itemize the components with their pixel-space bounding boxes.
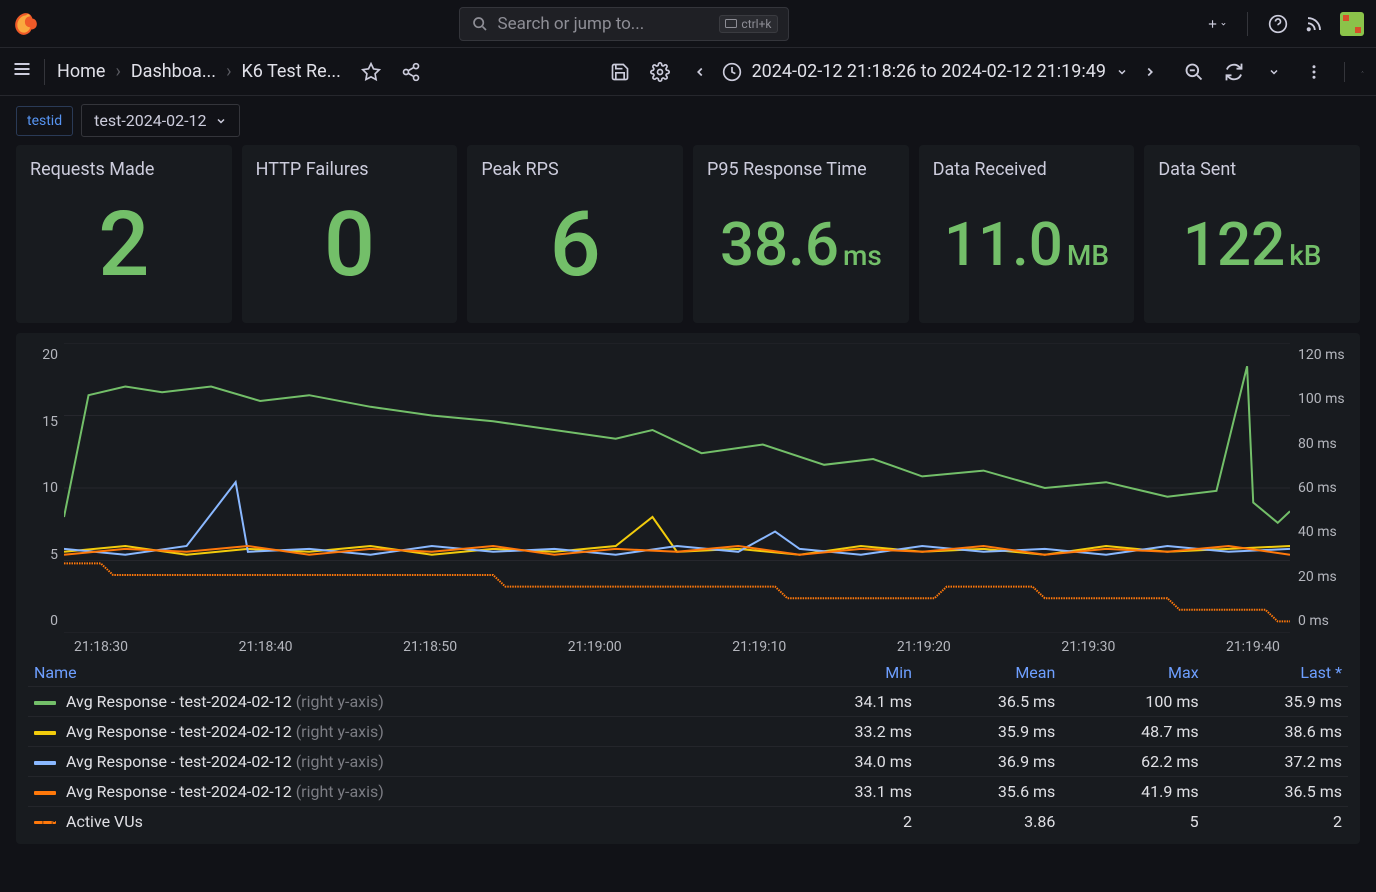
stat-panel[interactable]: Peak RPS 6	[467, 145, 683, 323]
graph-panel: 20151050 120 ms100 ms80 ms60 ms40 ms20 m…	[16, 333, 1360, 844]
stat-value: 2	[98, 192, 149, 297]
variable-label: testid	[16, 106, 73, 136]
time-next-icon[interactable]	[1140, 62, 1160, 82]
refresh-interval-icon[interactable]	[1264, 62, 1284, 82]
stat-value: 11.0	[944, 209, 1063, 280]
stat-title: Requests Made	[30, 159, 218, 180]
grafana-logo-icon[interactable]	[12, 10, 40, 38]
time-prev-icon[interactable]	[690, 62, 710, 82]
share-icon[interactable]	[401, 62, 421, 82]
legend-row[interactable]: Avg Response - test-2024-02-12 (right y-…	[28, 777, 1348, 807]
legend-header[interactable]: Last *	[1205, 659, 1348, 687]
legend-row[interactable]: Avg Response - test-2024-02-12 (right y-…	[28, 687, 1348, 717]
legend-header[interactable]: Mean	[918, 659, 1061, 687]
legend-table: NameMinMeanMaxLast * Avg Response - test…	[28, 659, 1348, 836]
breadcrumb-dashboards[interactable]: Dashboa...	[131, 61, 216, 82]
y-axis-left: 20151050	[28, 343, 64, 633]
sub-nav-bar: Home › Dashboa... › K6 Test Re... 2024-0…	[0, 48, 1376, 96]
search-placeholder: Search or jump to...	[498, 14, 645, 34]
plus-icon[interactable]	[1207, 14, 1227, 34]
stat-panel[interactable]: Data Received 11.0MB	[919, 145, 1135, 323]
stat-title: HTTP Failures	[256, 159, 444, 180]
help-icon[interactable]	[1268, 14, 1288, 34]
stat-unit: kB	[1289, 239, 1321, 272]
stat-panel[interactable]: Requests Made 2	[16, 145, 232, 323]
stat-value: 6	[550, 192, 601, 297]
legend-header[interactable]: Name	[28, 659, 775, 687]
top-bar: Search or jump to... ctrl+k	[0, 0, 1376, 48]
stats-row: Requests Made 2 HTTP Failures 0 Peak RPS…	[0, 145, 1376, 333]
chevron-down-icon	[215, 115, 227, 127]
stat-unit: MB	[1067, 239, 1109, 272]
y-axis-right: 120 ms100 ms80 ms60 ms40 ms20 ms0 ms	[1290, 343, 1348, 633]
stat-value: 122	[1183, 209, 1285, 280]
time-range-picker[interactable]: 2024-02-12 21:18:26 to 2024-02-12 21:19:…	[722, 61, 1128, 82]
stat-value: 0	[324, 192, 375, 297]
variable-row: testid test-2024-02-12	[0, 96, 1376, 145]
zoom-out-icon[interactable]	[1184, 62, 1204, 82]
breadcrumb: Home › Dashboa... › K6 Test Re...	[57, 61, 341, 82]
search-icon	[470, 14, 490, 34]
search-shortcut: ctrl+k	[719, 15, 777, 33]
breadcrumb-home[interactable]: Home	[57, 61, 105, 82]
stat-title: Peak RPS	[481, 159, 669, 180]
legend-row[interactable]: Avg Response - test-2024-02-12 (right y-…	[28, 717, 1348, 747]
stat-value: 38.6	[720, 209, 839, 280]
rss-icon[interactable]	[1304, 14, 1324, 34]
stat-title: P95 Response Time	[707, 159, 895, 180]
settings-icon[interactable]	[650, 62, 670, 82]
stat-panel[interactable]: P95 Response Time 38.6ms	[693, 145, 909, 323]
refresh-icon[interactable]	[1224, 62, 1244, 82]
stat-title: Data Sent	[1158, 159, 1346, 180]
stat-panel[interactable]: Data Sent 122kB	[1144, 145, 1360, 323]
search-input[interactable]: Search or jump to... ctrl+k	[459, 7, 789, 41]
avatar[interactable]	[1340, 12, 1364, 36]
stat-title: Data Received	[933, 159, 1121, 180]
variable-select[interactable]: test-2024-02-12	[81, 104, 239, 137]
breadcrumb-current[interactable]: K6 Test Re...	[241, 61, 340, 82]
stat-unit: ms	[843, 239, 882, 272]
chart-plot[interactable]	[64, 343, 1290, 633]
legend-row[interactable]: Active VUs 23.8652	[28, 807, 1348, 837]
more-icon[interactable]	[1304, 62, 1324, 82]
star-icon[interactable]	[361, 62, 381, 82]
x-axis: 21:18:3021:18:4021:18:5021:19:0021:19:10…	[28, 633, 1348, 659]
variable-value: test-2024-02-12	[94, 111, 206, 130]
collapse-icon[interactable]	[1344, 62, 1364, 82]
legend-header[interactable]: Min	[775, 659, 918, 687]
stat-panel[interactable]: HTTP Failures 0	[242, 145, 458, 323]
save-icon[interactable]	[610, 62, 630, 82]
legend-header[interactable]: Max	[1061, 659, 1204, 687]
legend-row[interactable]: Avg Response - test-2024-02-12 (right y-…	[28, 747, 1348, 777]
time-range-text: 2024-02-12 21:18:26 to 2024-02-12 21:19:…	[752, 61, 1106, 82]
menu-toggle-icon[interactable]	[12, 59, 32, 79]
